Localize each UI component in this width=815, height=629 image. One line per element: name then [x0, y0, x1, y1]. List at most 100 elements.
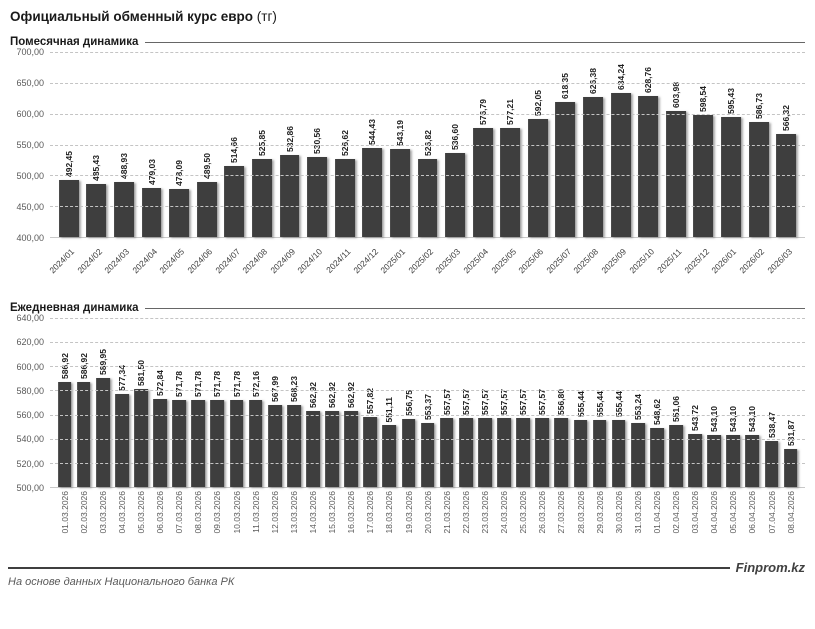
x-tick-label: 05.04.2026	[728, 491, 739, 534]
x-tick-cell: 05.04.2026	[724, 488, 743, 554]
x-tick-label: 31.03.2026	[632, 491, 643, 534]
bar-value-label: 543,10	[747, 405, 758, 432]
y-tick-label: 500,00	[16, 171, 44, 181]
bar	[665, 111, 686, 237]
bar	[389, 148, 410, 237]
bar	[638, 95, 659, 237]
bar	[58, 180, 79, 237]
y-tick-label: 400,00	[16, 233, 44, 243]
bar-value-label: 543,10	[728, 405, 739, 432]
bar-value-label: 525,85	[256, 130, 267, 157]
bar-slot: 543,10	[743, 318, 762, 487]
bar	[721, 116, 741, 237]
bar-value-label: 581,50	[135, 359, 146, 386]
bar	[57, 382, 72, 487]
bar-slot: 553,37	[418, 318, 437, 487]
x-tick-label: 26.03.2026	[537, 491, 548, 534]
x-tick-cell: 19.03.2026	[399, 488, 418, 554]
bar-value-label: 595,43	[725, 87, 736, 114]
bar	[286, 404, 301, 487]
bar	[478, 417, 492, 487]
bar-slot: 525,85	[248, 52, 276, 237]
bar-value-label: 536,60	[449, 123, 460, 150]
bar-value-label: 562,92	[345, 382, 356, 409]
page-title: Официальный обменный курс евро (тг)	[6, 8, 805, 26]
bar-value-label: 589,95	[97, 349, 108, 376]
bar	[783, 448, 798, 487]
bar	[535, 417, 550, 487]
bar-value-label: 557,57	[441, 388, 452, 415]
bar	[169, 188, 190, 237]
x-tick-label: 25.03.2026	[517, 491, 528, 534]
bar	[573, 420, 588, 487]
bar-value-label: 526,82	[422, 129, 433, 156]
x-tick-cell: 08.03.2026	[189, 488, 208, 554]
x-tick-cell: 22.03.2026	[456, 488, 475, 554]
bar-slot: 628,76	[634, 52, 662, 237]
x-tick-cell: 11.03.2026	[246, 488, 265, 554]
bar-slot: 544,43	[359, 52, 387, 237]
daily-bars: 586,92 586,92 589,95 577,34 581,50 572,84 571,…	[50, 318, 805, 487]
bar-value-label: 530,56	[311, 127, 322, 154]
y-tick-label: 700,00	[16, 47, 44, 57]
x-tick-cell: 02.03.2026	[74, 488, 93, 554]
x-tick-label: 19.03.2026	[403, 491, 414, 534]
gridline	[50, 438, 805, 440]
bar-value-label: 556,75	[403, 389, 414, 416]
bar-value-label: 568,23	[288, 375, 299, 402]
bar-slot: 492,45	[55, 52, 83, 237]
bar-value-label: 557,57	[460, 388, 471, 415]
x-tick-cell: 17.03.2026	[361, 488, 380, 554]
bar-value-label: 557,57	[498, 388, 509, 415]
bar	[439, 417, 454, 487]
bar-slot: 586,92	[74, 318, 93, 487]
bar	[445, 152, 466, 237]
y-tick-label: 620,00	[16, 337, 44, 348]
monthly-section: Помесячная динамика 400,00 450,00 500,00 55…	[6, 36, 805, 294]
bar-value-label: 577,34	[116, 364, 127, 391]
source-note: На основе данных Национального банка РК	[8, 576, 235, 588]
x-tick-cell: 05.03.2026	[131, 488, 150, 554]
x-tick-label: 09.03.2026	[212, 491, 223, 534]
bar	[583, 97, 604, 237]
bar-value-label: 485,43	[91, 155, 102, 182]
x-tick-label: 2024/01	[47, 246, 77, 276]
bar-slot: 562,92	[303, 318, 322, 487]
daily-x-axis: 01.03.2026 02.03.2026 03.03.2026 04.03.2026…	[50, 488, 805, 554]
bar-value-label: 555,44	[594, 391, 605, 418]
bar-slot: 555,44	[609, 318, 628, 487]
gridline	[50, 206, 805, 208]
bar-value-label: 571,78	[173, 371, 184, 398]
x-tick-cell: 04.04.2026	[705, 488, 724, 554]
daily-plot-wrap: 586,92 586,92 589,95 577,34 581,50 572,84 571,…	[50, 318, 805, 554]
x-tick-cell: 20.03.2026	[418, 488, 437, 554]
x-tick-cell: 2026/03	[765, 238, 800, 294]
bar	[362, 147, 383, 237]
x-tick-label: 02.04.2026	[670, 491, 681, 534]
x-tick-cell: 04.03.2026	[112, 488, 131, 554]
footer: Finprom.kz На основе данных Национальног…	[6, 560, 805, 588]
bar-value-label: 532,86	[284, 126, 295, 153]
gridline	[50, 342, 805, 344]
bar	[669, 425, 683, 487]
bar	[630, 422, 645, 487]
bar-value-label: 556,80	[556, 389, 567, 416]
monthly-plot-wrap: 492,45 485,43 488,93 479,03 478,09 489,50 514,…	[47, 52, 805, 294]
daily-section: Ежедневная динамика 500,00 520,00 540,00 56…	[6, 302, 805, 554]
bar-slot: 479,03	[138, 52, 166, 237]
bar-value-label: 478,09	[173, 159, 184, 186]
bar	[267, 404, 282, 487]
gridline	[50, 414, 805, 416]
gridline	[50, 113, 805, 115]
bar-slot: 572,16	[246, 318, 265, 487]
bar	[527, 118, 548, 237]
monthly-bars: 492,45 485,43 488,93 479,03 478,09 489,50 514,…	[50, 52, 805, 237]
section-divider-line	[145, 41, 805, 43]
bar	[252, 159, 272, 237]
bar-slot: 577,21	[497, 52, 525, 237]
bar	[554, 418, 569, 487]
monthly-bar-chart: 400,00 450,00 500,00 550,00 600,00 650,00 700,…	[6, 47, 805, 294]
bar-slot: 567,99	[265, 318, 284, 487]
bar-value-label: 618,35	[560, 73, 571, 100]
